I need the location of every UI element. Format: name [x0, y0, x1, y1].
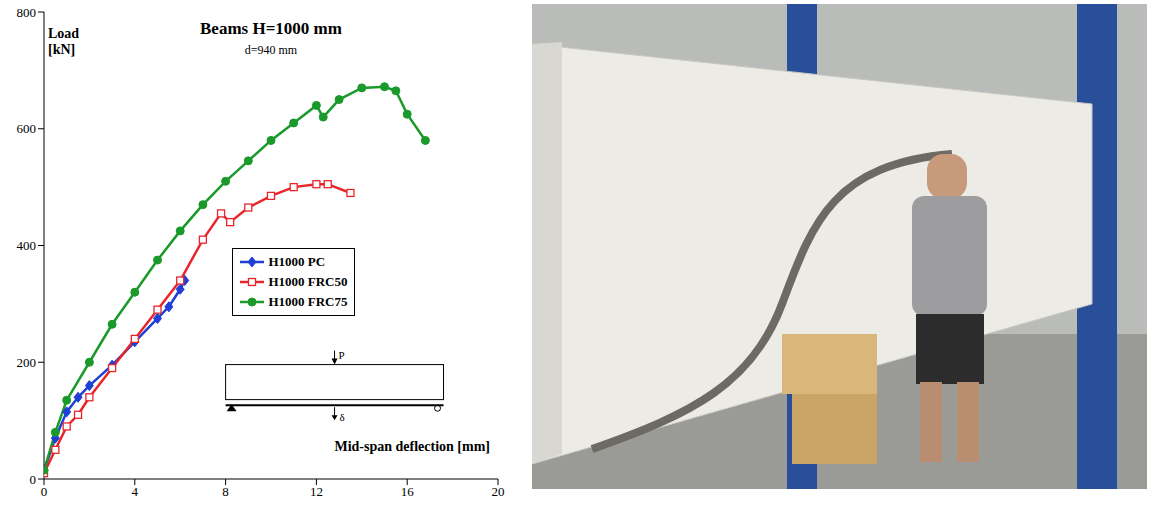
svg-text:δ: δ	[340, 411, 345, 423]
html-text:H1000 PC: H1000 PC	[268, 253, 326, 269]
svg-text:12: 12	[310, 484, 323, 499]
svg-text:8: 8	[222, 484, 229, 499]
svg-text:4: 4	[132, 484, 139, 499]
svg-text:P: P	[339, 349, 345, 361]
svg-text:400: 400	[17, 238, 37, 253]
svg-text:0: 0	[30, 472, 37, 487]
svg-text:16: 16	[401, 484, 415, 499]
html-text:Beams H=1000 mm: Beams H=1000 mm	[200, 19, 342, 38]
html-text:d=940 mm: d=940 mm	[244, 43, 298, 57]
html-text:H1000 FRC50: H1000 FRC50	[268, 273, 348, 289]
html-text:Mid-span deflection [mm]: Mid-span deflection [mm]	[334, 439, 490, 455]
html-text:Load [kN]: Load [kN]	[48, 26, 80, 57]
svg-text:600: 600	[17, 121, 37, 136]
svg-text:200: 200	[17, 355, 37, 370]
html-text:H1000 FRC75: H1000 FRC75	[268, 293, 348, 309]
svg-text:800: 800	[17, 5, 37, 20]
svg-text:0: 0	[41, 484, 48, 499]
svg-text:20: 20	[492, 484, 505, 499]
